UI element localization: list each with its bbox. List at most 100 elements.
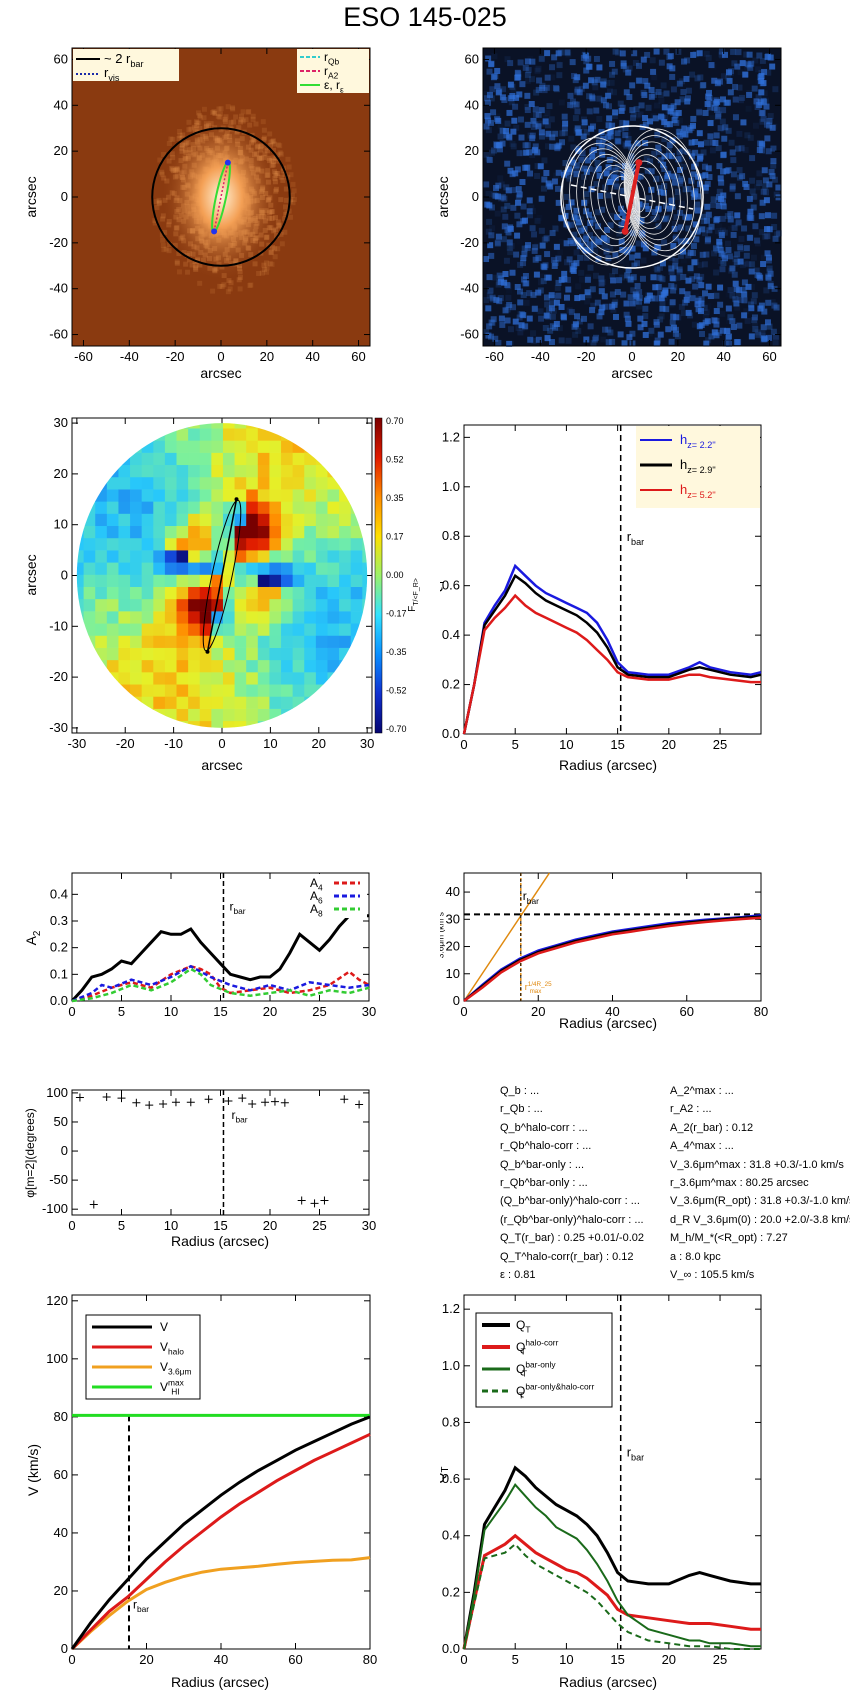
image-pixel: [766, 268, 773, 275]
map-cell: [257, 562, 270, 575]
image-pixel: [576, 89, 583, 96]
image-pixel: [569, 98, 576, 105]
x-axis-label: arcsec: [611, 365, 652, 381]
map-cell: [292, 501, 305, 514]
image-pixel: [725, 305, 732, 312]
image-pixel: [268, 139, 274, 145]
image-pixel: [719, 118, 726, 125]
image-pixel: [544, 301, 551, 308]
image-pixel: [705, 337, 712, 344]
image-pixel: [658, 59, 665, 66]
map-cell: [188, 489, 201, 502]
contour-line: [576, 148, 639, 253]
map-cell: [281, 501, 294, 514]
image-pixel: [605, 326, 612, 333]
image-pixel: [566, 256, 573, 263]
image-pixel: [623, 89, 630, 96]
image-pixel: [574, 295, 581, 302]
image-pixel: [742, 180, 749, 187]
image-pixel: [673, 119, 680, 126]
series-line-2: [462, 593, 761, 735]
map-cell: [76, 598, 84, 612]
map-cell: [118, 428, 131, 441]
map-cell: [362, 525, 368, 539]
image-pixel: [568, 309, 575, 316]
y-tick-label: 0.2: [442, 1584, 460, 1599]
image-pixel: [746, 51, 753, 58]
map-cell: [281, 672, 294, 685]
image-pixel: [736, 84, 743, 91]
image-pixel: [565, 208, 572, 215]
image-pixel: [499, 127, 506, 134]
image-pixel: [624, 248, 631, 255]
image-pixel: [752, 57, 759, 64]
image-pixel: [609, 60, 616, 67]
image-pixel: [614, 289, 621, 296]
image-pixel: [703, 139, 710, 146]
map-cell: [350, 537, 363, 551]
x-tick-label: 20: [263, 1004, 277, 1019]
image-pixel: [593, 334, 600, 341]
x-tick-label: 40: [305, 349, 319, 364]
map-cell: [315, 489, 328, 502]
image-pixel: [631, 168, 638, 175]
image-pixel: [719, 227, 726, 234]
image-pixel: [263, 260, 269, 266]
map-cell: [153, 696, 166, 709]
image-pixel: [534, 172, 541, 179]
map-cell: [76, 489, 84, 502]
series-line-3: [71, 967, 370, 1003]
image-pixel: [629, 82, 636, 89]
image-pixel: [541, 157, 548, 164]
image-pixel: [575, 237, 582, 244]
image-pixel: [574, 74, 581, 81]
image-pixel: [694, 229, 701, 236]
image-pixel: [553, 86, 560, 93]
image-pixel: [649, 57, 656, 64]
image-pixel: [560, 313, 567, 320]
image-pixel: [647, 158, 654, 165]
image-pixel: [677, 209, 684, 216]
x-tick-label: 60: [680, 1004, 694, 1019]
map-cell: [106, 647, 119, 661]
image-pixel: [531, 305, 538, 312]
image-pixel: [771, 176, 778, 183]
image-pixel: [583, 58, 590, 65]
image-pixel: [607, 133, 614, 140]
map-cell: [234, 647, 247, 661]
image-pixel: [488, 60, 495, 67]
image-pixel: [734, 145, 741, 152]
image-pixel: [483, 329, 490, 336]
image-pixel: [770, 145, 777, 152]
image-pixel: [197, 114, 203, 120]
image-pixel: [552, 225, 559, 232]
image-pixel: [692, 283, 699, 290]
image-pixel: [711, 329, 718, 336]
image-pixel: [571, 232, 578, 239]
image-pixel: [733, 300, 740, 307]
y-tick-label: 0: [472, 189, 479, 204]
label-base: r: [523, 889, 527, 903]
map-cell: [199, 586, 212, 600]
map-cell: [188, 598, 201, 612]
image-pixel: [686, 127, 693, 134]
map-cell: [164, 598, 177, 612]
image-pixel: [535, 255, 542, 262]
image-pixel: [751, 193, 758, 200]
image-pixel: [704, 236, 711, 243]
image-pixel: [703, 340, 710, 347]
image-pixel: [607, 245, 614, 252]
image-pixel: [543, 170, 550, 177]
image-pixel: [717, 246, 724, 253]
image-pixel: [743, 252, 750, 259]
phase-point: [320, 1196, 329, 1205]
map-cell: [234, 464, 247, 478]
image-pixel: [708, 333, 715, 340]
image-pixel: [612, 313, 619, 320]
map-cell: [106, 586, 119, 600]
image-pixel: [504, 303, 511, 310]
image-pixel: [567, 101, 574, 108]
image-pixel: [773, 191, 780, 198]
image-pixel: [748, 261, 755, 268]
y-tick-label: 0.0: [442, 1641, 460, 1656]
